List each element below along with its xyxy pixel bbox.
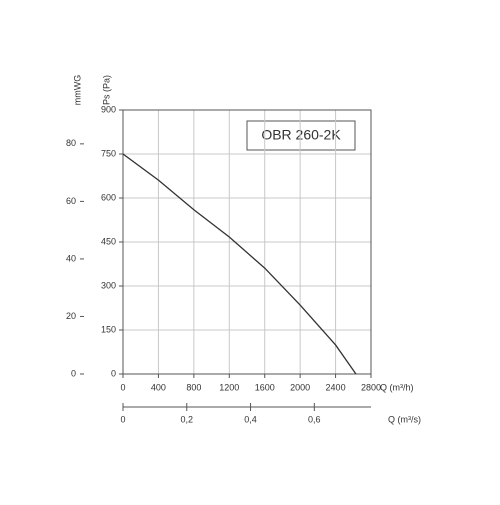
x-tick-label: 800: [186, 382, 201, 392]
chart-title: OBR 260-2K: [261, 127, 341, 143]
fan-curve: [122, 153, 357, 375]
x2-tick-label: 0,2: [181, 414, 194, 424]
y2-tick-label: 60: [66, 196, 76, 206]
y-tick-label: 150: [101, 324, 116, 334]
y-tick-label: 750: [101, 148, 116, 158]
x-tick-label: 1600: [255, 382, 275, 392]
y2-tick-label: 20: [66, 311, 76, 321]
x-tick-label: 400: [151, 382, 166, 392]
x-tick-label: 0: [120, 382, 125, 392]
x2-tick-label: 0: [120, 414, 125, 424]
x2-axis-label: Q (m³/s): [388, 414, 421, 424]
x-tick-label: 2800: [361, 382, 381, 392]
y2-tick-label: 40: [66, 253, 76, 263]
y-tick-label: 900: [101, 104, 116, 114]
x2-tick-label: 0,6: [308, 414, 321, 424]
y2-axis-label: mmWG: [72, 75, 82, 106]
x-tick-label: 2000: [290, 382, 310, 392]
x-axis-label: Q (m³/h): [380, 382, 414, 392]
y2-tick-label: 80: [66, 138, 76, 148]
x2-tick-label: 0,4: [244, 414, 257, 424]
y-tick-label: 300: [101, 280, 116, 290]
y-tick-label: 450: [101, 236, 116, 246]
x-tick-label: 2400: [326, 382, 346, 392]
y2-tick-label: 0: [71, 368, 76, 378]
y-axis-label: Ps (Pa): [101, 75, 111, 105]
x-tick-label: 1200: [219, 382, 239, 392]
y-tick-label: 600: [101, 192, 116, 202]
plot-frame: [122, 109, 372, 375]
y-tick-label: 0: [111, 368, 116, 378]
